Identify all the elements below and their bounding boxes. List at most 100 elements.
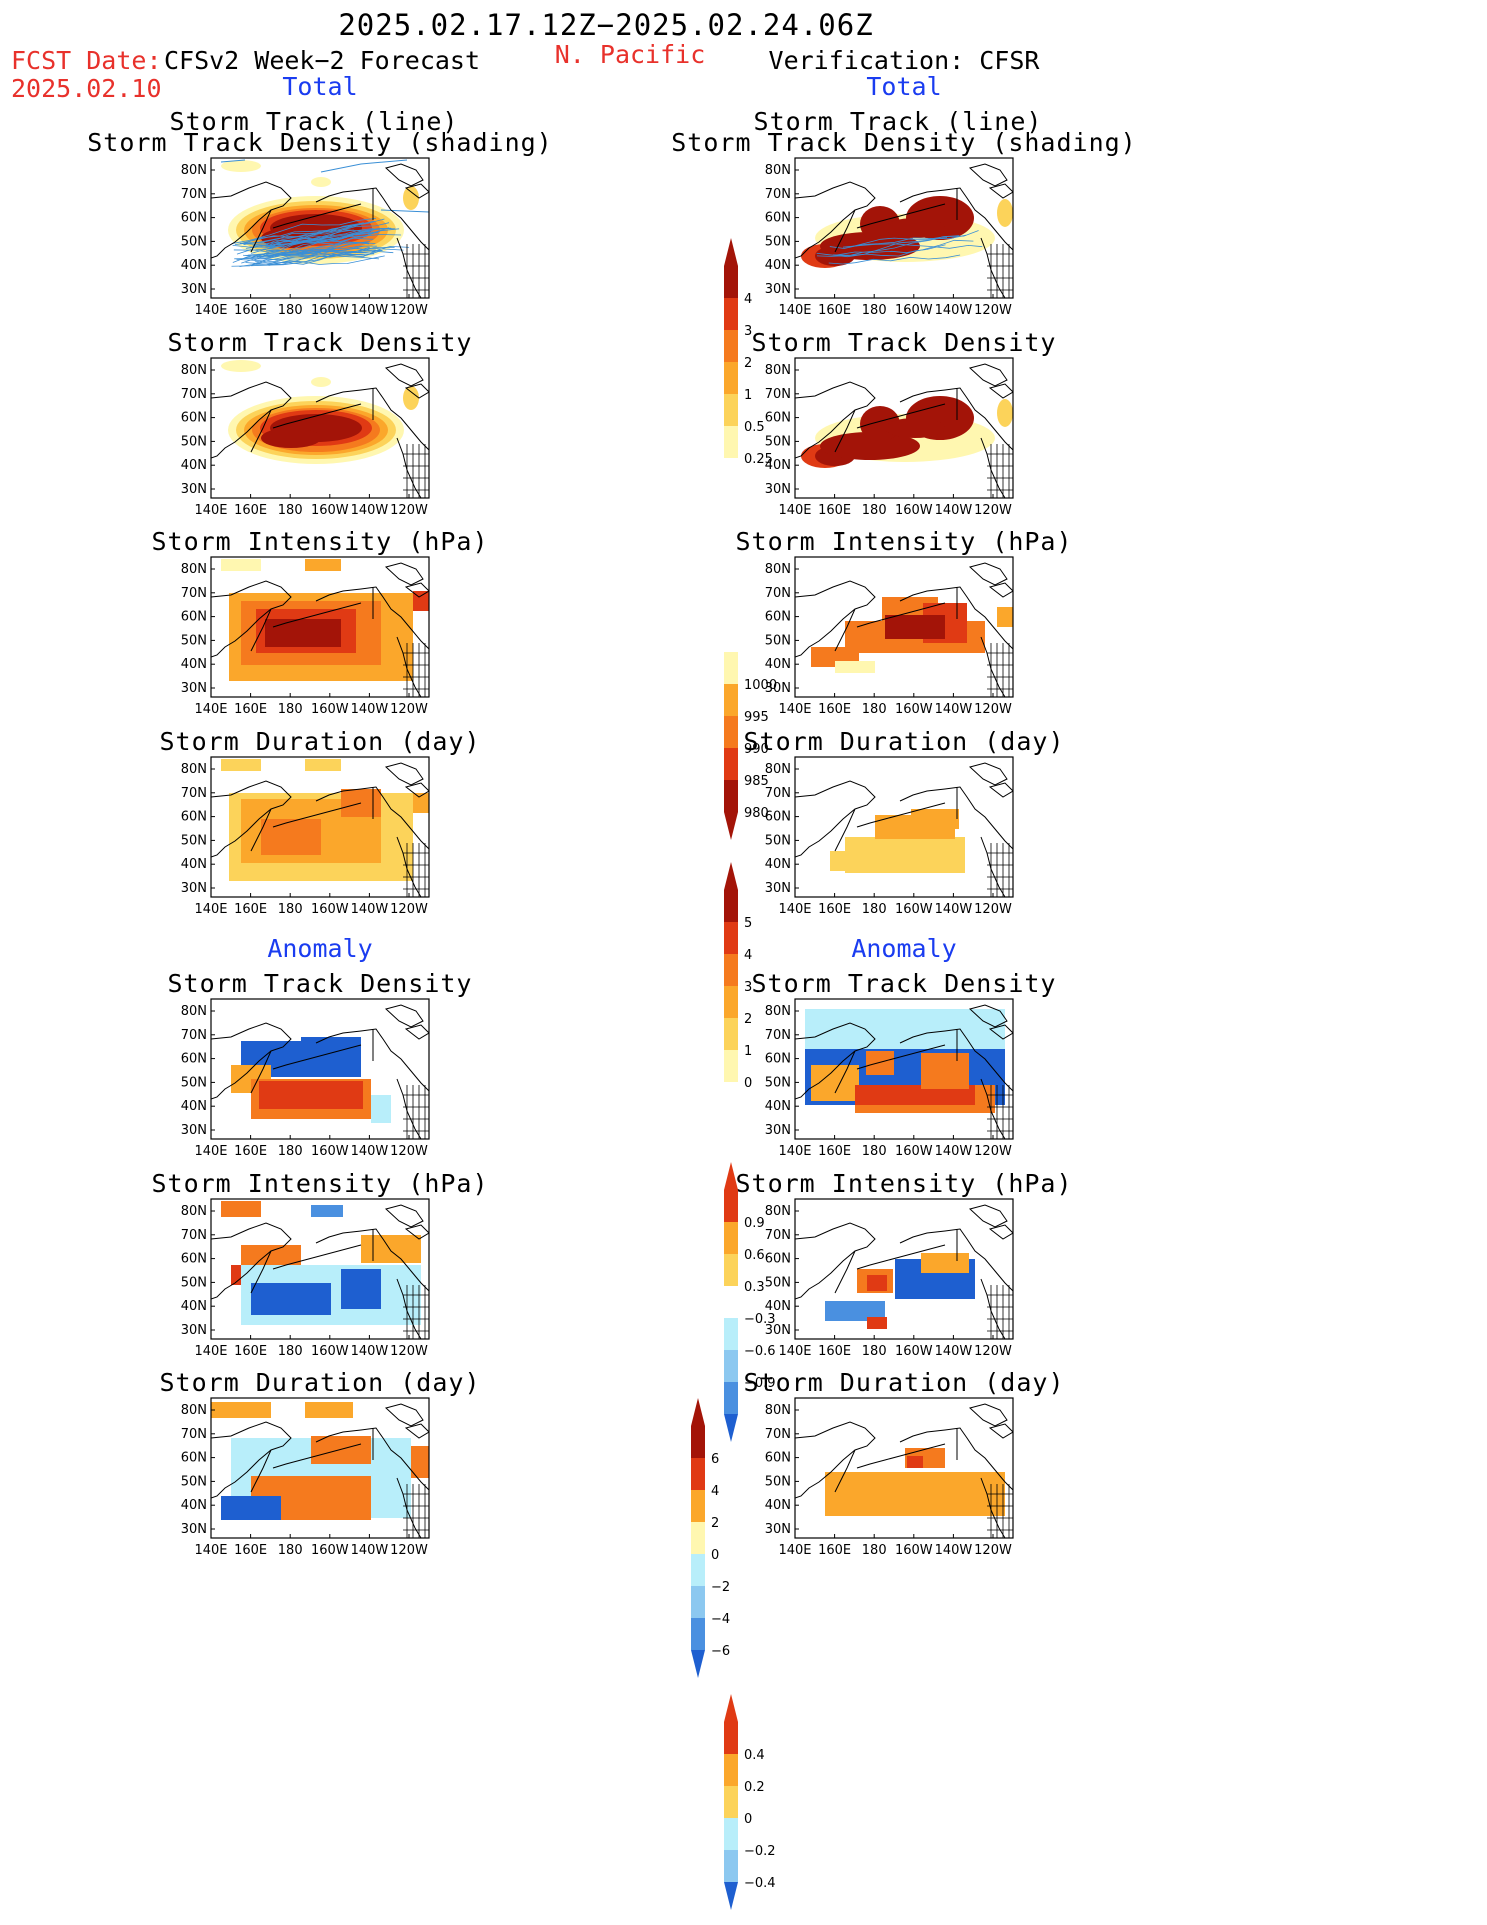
x-tick-label: 160W bbox=[895, 303, 933, 318]
fcst-date-label: FCST Date: bbox=[11, 46, 162, 75]
x-tick-label: 160E bbox=[234, 1344, 267, 1359]
x-tick-label: 160E bbox=[818, 702, 851, 717]
y-tick-label: 80N bbox=[181, 762, 207, 777]
x-tick-label: 120W bbox=[974, 902, 1012, 917]
x-tick-label: 140W bbox=[351, 1144, 389, 1159]
intensity-anomaly-colorbar: 6 4 2 0 −2 −4 −6 bbox=[689, 1396, 759, 1684]
storm-intensity-map-right: 80N 70N 60N 50N 40N 30N 140E 160E 180 160W 140W 120… bbox=[795, 557, 1013, 721]
x-tick-label: 140E bbox=[194, 902, 227, 917]
x-tick-label: 140W bbox=[351, 1344, 389, 1359]
x-tick-label: 120W bbox=[390, 902, 428, 917]
x-tick-label: 120W bbox=[974, 1543, 1012, 1558]
y-tick-label: 40N bbox=[181, 1099, 207, 1114]
title-track-shading-left: Storm Track Density (shading) bbox=[87, 128, 553, 157]
y-tick-label: 40N bbox=[181, 458, 207, 473]
colorbar-label: 0.5 bbox=[744, 420, 765, 435]
x-tick-label: 140E bbox=[194, 702, 227, 717]
title-intensity-left: Storm Intensity (hPa) bbox=[151, 527, 488, 556]
x-tick-label: 180 bbox=[278, 1144, 303, 1159]
y-tick-label: 30N bbox=[765, 1123, 791, 1138]
x-tick-label: 180 bbox=[862, 1543, 887, 1558]
title-density-anom-right: Storm Track Density bbox=[752, 969, 1057, 998]
y-tick-label: 80N bbox=[765, 163, 791, 178]
storm-track-line-map-right: 80N 70N 60N 50N 40N 30N 140E 160E 180 160W 140W 120… bbox=[795, 158, 1013, 322]
title-density-anom-left: Storm Track Density bbox=[168, 969, 473, 998]
colorbar-label: 1 bbox=[744, 1044, 752, 1059]
region-label: N. Pacific bbox=[555, 40, 706, 69]
duration-anomaly-map-right: 80N 70N 60N 50N 40N 30N 140E 160E 180 160W 140W 120… bbox=[795, 1398, 1013, 1562]
left-model-title: CFSv2 Week−2 Forecast bbox=[164, 46, 480, 75]
x-tick-label: 140W bbox=[935, 1344, 973, 1359]
colorbar-label: 0.3 bbox=[744, 1280, 765, 1295]
colorbar-label: 6 bbox=[711, 1452, 719, 1467]
y-tick-label: 50N bbox=[181, 1075, 207, 1090]
colorbar-label: 0.6 bbox=[744, 1248, 765, 1263]
intensity-anomaly-map-left: 80N 70N 60N 50N 40N 30N 140E 160E 180 160W 140W 120… bbox=[211, 1199, 429, 1363]
title-density-right: Storm Track Density bbox=[752, 328, 1057, 357]
colorbar-label: 4 bbox=[744, 948, 752, 963]
y-tick-label: 60N bbox=[765, 211, 791, 226]
x-tick-label: 160E bbox=[234, 1144, 267, 1159]
colorbar-label: 990 bbox=[744, 742, 769, 757]
colorbar-label: 5 bbox=[744, 916, 752, 931]
x-tick-label: 140W bbox=[935, 503, 973, 518]
x-tick-label: 140W bbox=[351, 503, 389, 518]
colorbar-label: 1000 bbox=[744, 678, 777, 693]
title-duration-anom-left: Storm Duration (day) bbox=[159, 1368, 480, 1397]
x-tick-label: 120W bbox=[974, 1344, 1012, 1359]
x-tick-label: 180 bbox=[862, 503, 887, 518]
colorbar-label: −0.2 bbox=[744, 1844, 776, 1859]
x-tick-label: 160W bbox=[895, 1543, 933, 1558]
y-tick-label: 80N bbox=[181, 562, 207, 577]
x-tick-label: 140W bbox=[935, 303, 973, 318]
colorbar-label: 985 bbox=[744, 774, 769, 789]
title-density-left: Storm Track Density bbox=[168, 328, 473, 357]
x-tick-label: 120W bbox=[390, 1344, 428, 1359]
y-tick-label: 50N bbox=[181, 434, 207, 449]
x-tick-label: 140W bbox=[351, 1543, 389, 1558]
duration-anomaly-colorbar: 0.4 0.2 0 −0.2 −0.4 bbox=[722, 1692, 792, 1916]
x-tick-label: 140E bbox=[778, 1543, 811, 1558]
x-tick-label: 160E bbox=[818, 902, 851, 917]
x-tick-label: 120W bbox=[974, 503, 1012, 518]
y-tick-label: 80N bbox=[181, 363, 207, 378]
y-tick-label: 70N bbox=[181, 1228, 207, 1243]
y-tick-label: 60N bbox=[181, 411, 207, 426]
title-intensity-right: Storm Intensity (hPa) bbox=[735, 527, 1072, 556]
right-section-total: Total bbox=[866, 72, 941, 101]
y-tick-label: 60N bbox=[765, 1451, 791, 1466]
colorbar-label: −4 bbox=[711, 1612, 730, 1627]
y-tick-label: 50N bbox=[181, 234, 207, 249]
y-tick-label: 30N bbox=[181, 282, 207, 297]
y-tick-label: 80N bbox=[181, 1403, 207, 1418]
y-tick-label: 50N bbox=[181, 1275, 207, 1290]
storm-intensity-map-left: 80N 70N 60N 50N 40N 30N 140E 160E 180 160W 140W 120… bbox=[211, 557, 429, 721]
colorbar-label: −0.9 bbox=[744, 1376, 776, 1391]
storm-track-line-map-left: 80N 70N 60N 50N 40N 30N 140E 160E 180 160W 140W 120… bbox=[211, 158, 429, 322]
colorbar-label: 995 bbox=[744, 710, 769, 725]
colorbar-label: −0.4 bbox=[744, 1876, 776, 1891]
storm-track-density-map-left: 80N 70N 60N 50N 40N 30N 140E 160E 180 160W 140W 120… bbox=[211, 358, 429, 522]
x-tick-label: 140W bbox=[351, 902, 389, 917]
y-tick-label: 40N bbox=[181, 1498, 207, 1513]
density-anomaly-map-left: 80N 70N 60N 50N 40N 30N 140E 160E 180 160W 140W 120… bbox=[211, 999, 429, 1163]
x-tick-label: 140W bbox=[935, 702, 973, 717]
y-tick-label: 70N bbox=[181, 586, 207, 601]
y-tick-label: 70N bbox=[181, 786, 207, 801]
colorbar-label: 0.25 bbox=[744, 452, 773, 467]
colorbar-label: 4 bbox=[711, 1484, 719, 1499]
colorbar-label: 0.9 bbox=[744, 1216, 765, 1231]
shading bbox=[801, 196, 1013, 268]
x-tick-label: 160W bbox=[895, 1144, 933, 1159]
y-tick-label: 40N bbox=[181, 258, 207, 273]
y-tick-label: 80N bbox=[181, 163, 207, 178]
x-tick-label: 160W bbox=[895, 1344, 933, 1359]
x-tick-label: 160E bbox=[234, 702, 267, 717]
y-tick-label: 60N bbox=[181, 211, 207, 226]
x-tick-label: 140E bbox=[194, 1543, 227, 1558]
y-tick-label: 60N bbox=[181, 810, 207, 825]
x-tick-label: 160W bbox=[895, 902, 933, 917]
x-tick-label: 140E bbox=[194, 303, 227, 318]
y-tick-label: 80N bbox=[765, 562, 791, 577]
x-tick-label: 160E bbox=[818, 1144, 851, 1159]
